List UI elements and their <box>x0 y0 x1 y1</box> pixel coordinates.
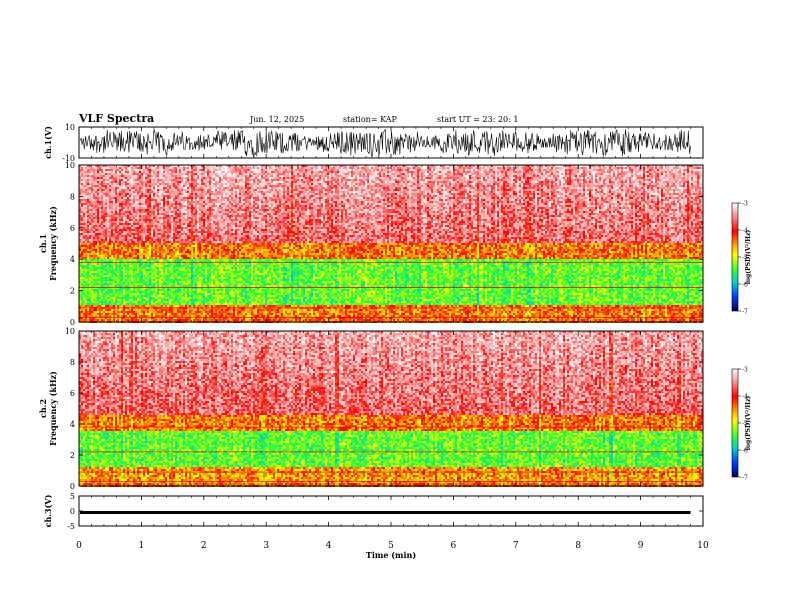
ch2-spectrogram-colorbar: -3 -4 -5 -6 -7 log(PSD)(V²/Hz) <box>731 367 752 482</box>
ch2-spectrogram-ytick-label: 8 <box>70 358 75 367</box>
ch1-spectrogram-frame: 0 2 4 6 8 10 <box>65 161 704 327</box>
ch3-waveform-trace <box>80 511 691 514</box>
ch3-waveform-frame: 5 0 -5 <box>67 492 704 531</box>
colorbar-tick-label: -3 <box>742 201 748 208</box>
x-tick-label: 9 <box>638 541 644 551</box>
date-label: Jun. 12, 2025 <box>250 115 304 124</box>
ch1-waveform-ytick-label: -10 <box>62 154 75 163</box>
ch1-waveform-panel <box>79 128 691 158</box>
x-tick-label: 5 <box>388 541 394 551</box>
colorbar-label: log(PSD)(V²/Hz) <box>745 230 752 285</box>
ch2-spectrogram-panel <box>79 331 703 487</box>
ch1-spectrogram-ytick-label: 10 <box>65 161 75 170</box>
ch1-waveform-ytick-label: 10 <box>65 123 75 132</box>
x-tick-label: 0 <box>76 541 82 551</box>
colorbar-label: log(PSD)(V²/Hz) <box>745 396 752 451</box>
ch2-spectrogram-ytick-label: 6 <box>70 389 75 398</box>
x-tick-label: 6 <box>451 541 457 551</box>
x-tick-label: 2 <box>201 541 207 551</box>
ch2-spectrogram-ytick-label: 2 <box>70 451 75 460</box>
ch1-spectrogram-ytick-label: 8 <box>70 192 75 201</box>
ch2-spectrogram-frame: 0 2 4 6 8 10 <box>65 327 704 491</box>
ch1-spectrogram-ytick-label: 6 <box>70 224 75 233</box>
ch2-spectrogram-ytick-label: 0 <box>70 482 75 491</box>
ch1-spectrogram-ytick-label: 0 <box>70 318 75 327</box>
ch1-spectrogram-ylabel: ch.1 <box>38 234 48 253</box>
x-axis-label: Time (min) <box>366 550 416 560</box>
ch3-waveform-ytick-label: 5 <box>70 492 75 501</box>
ch1-spectrogram-panel <box>79 165 703 323</box>
x-tick-label: 3 <box>263 541 269 551</box>
colorbar-tick-label: -3 <box>742 367 748 374</box>
colorbar-tick-label: -4 <box>742 394 748 401</box>
x-tick-label: 1 <box>139 541 145 551</box>
station-label: station= KAP <box>343 115 397 124</box>
ch3-waveform-ytick-label: 0 <box>70 507 75 516</box>
ch3-waveform-ytick-label: -5 <box>67 522 75 531</box>
ch2-spectrogram-ytick-label: 4 <box>70 420 75 429</box>
ch1-spectrogram-colorbar: -3 -4 -5 -6 -7 log(PSD)(V²/Hz) <box>731 201 752 316</box>
colorbar-tick-label: -6 <box>742 448 748 455</box>
ch2-spectrogram-ytick-label: 10 <box>65 327 75 336</box>
colorbar-tick-label: -5 <box>742 255 748 262</box>
colorbar-tick-label: -5 <box>742 421 748 428</box>
ch2-spectrogram-ylabel: ch.2 <box>38 399 48 418</box>
ch2-spectrogram-ylabel: Frequency (kHz) <box>48 371 58 446</box>
ch1-spectrogram-ylabel: Frequency (kHz) <box>48 206 58 281</box>
x-tick-label: 7 <box>513 541 519 551</box>
x-tick-label: 8 <box>575 541 581 551</box>
ch3-waveform-panel <box>80 511 691 514</box>
ch1-spectrogram-ytick-label: 2 <box>70 287 75 296</box>
ch1-waveform-frame: 10 -10 <box>62 123 704 163</box>
ch3-waveform-ylabel: ch.3(V) <box>43 494 53 527</box>
x-tick-label: 4 <box>326 541 332 551</box>
colorbar-tick-label: -7 <box>742 475 748 482</box>
start-time-label: start UT = 23: 20: 1 <box>437 115 518 124</box>
colorbar-tick-label: -7 <box>742 309 748 316</box>
colorbar-tick-label: -6 <box>742 282 748 289</box>
x-tick-label: 10 <box>697 541 709 551</box>
colorbar-tick-label: -4 <box>742 228 748 235</box>
ch1-waveform-trace <box>79 128 691 158</box>
ch1-spectrogram-ytick-label: 4 <box>70 255 75 264</box>
ch1-waveform-ylabel: ch.1(V) <box>43 126 53 159</box>
figure-title: VLF Spectra <box>79 112 154 125</box>
